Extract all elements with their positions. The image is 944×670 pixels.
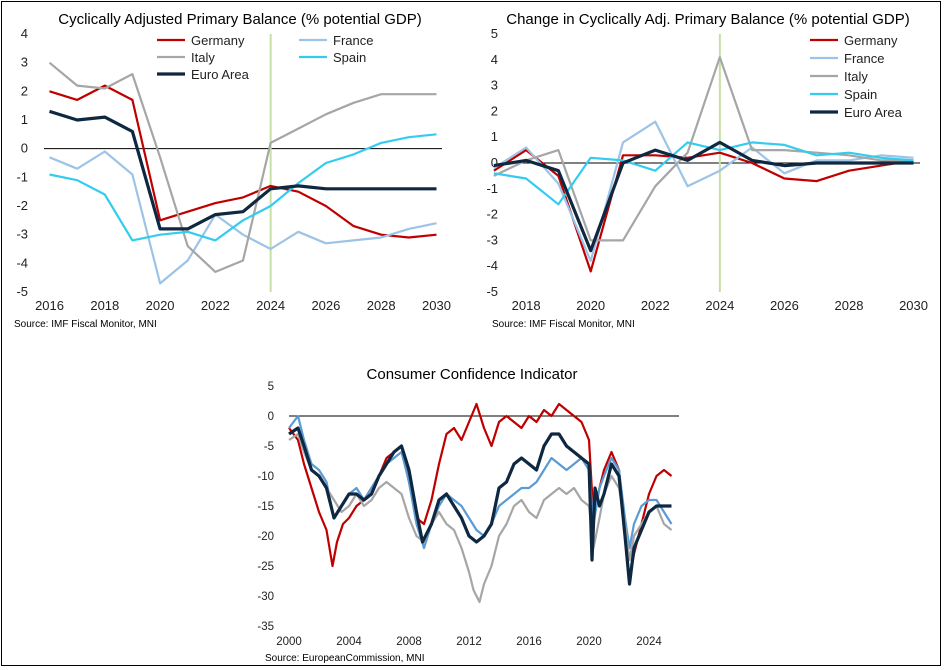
chart3-series-euro-area	[288, 426, 672, 586]
chart2-legend-label-italy: Italy	[844, 69, 868, 84]
chart1-ytick-label: 4	[21, 26, 28, 41]
chart1-xtick-label: 2030	[422, 298, 451, 313]
chart-cyclically-adjusted-primary-balance: Cyclically Adjusted Primary Balance (% p…	[14, 11, 451, 330]
chart3-ytick-label: -5	[264, 441, 274, 453]
chart-change-cyclically-adjusted-balance: Change in Cyclically Adj. Primary Balanc…	[486, 11, 928, 330]
chart1-legend-label-euro-area: Euro Area	[191, 67, 250, 82]
chart2-ytick-label: 4	[491, 52, 498, 67]
chart1-series-spain	[49, 133, 437, 242]
chart1-xtick-label: 2024	[256, 298, 285, 313]
chart3-ytick-label: 0	[268, 411, 274, 423]
chart3-xtick-label: 2000	[276, 636, 302, 648]
chart2-xtick-label: 2026	[770, 298, 799, 313]
chart2-xtick-label: 2030	[899, 298, 928, 313]
chart1-ytick-label: -2	[16, 198, 28, 213]
chart2-xtick-label: 2018	[512, 298, 541, 313]
chart3-ytick-label: -25	[257, 561, 274, 573]
chart1-xtick-label: 2026	[311, 298, 340, 313]
chart3-xtick-label: 2020	[576, 636, 602, 648]
chart3-xtick-label: 2008	[396, 636, 422, 648]
chart2-ytick-label: -5	[486, 284, 498, 299]
chart-consumer-confidence: Consumer Confidence Indicator Source: Eu…	[257, 366, 679, 664]
chart2-xtick-label: 2024	[705, 298, 734, 313]
chart2-series-spain	[493, 141, 914, 206]
chart1-ytick-label: 2	[21, 83, 28, 98]
chart3-source: Source: EuropeanCommission, MNI	[265, 653, 425, 664]
chart3-xtick-label: 2004	[336, 636, 362, 648]
chart3-ytick-label: -30	[257, 591, 274, 603]
chart2-source: Source: IMF Fiscal Monitor, MNI	[492, 319, 635, 330]
chart1-xtick-label: 2020	[146, 298, 175, 313]
chart3-ytick-label: -20	[257, 531, 274, 543]
chart1-legend-label-germany: Germany	[191, 33, 245, 48]
chart1-xtick-label: 2028	[367, 298, 396, 313]
chart3-ytick-label: -10	[257, 471, 274, 483]
chart1-xtick-label: 2016	[35, 298, 64, 313]
chart3-ytick-label: 5	[268, 381, 274, 393]
chart2-series-france	[493, 120, 914, 263]
chart3-xtick-label: 2012	[456, 636, 482, 648]
chart2-ytick-label: -2	[486, 207, 498, 222]
chart1-title: Cyclically Adjusted Primary Balance (% p…	[58, 11, 421, 28]
chart1-ytick-label: -4	[16, 255, 28, 270]
chart1-series-euro-area	[49, 109, 437, 231]
chart2-ytick-label: -4	[486, 258, 498, 273]
chart2-series-germany	[493, 149, 914, 273]
chart3-title: Consumer Confidence Indicator	[367, 366, 578, 383]
chart3-ytick-label: -15	[257, 501, 274, 513]
chart2-ytick-label: -1	[486, 181, 498, 196]
chart2-xtick-label: 2022	[641, 298, 670, 313]
chart2-series-italy	[493, 56, 914, 242]
chart1-ytick-label: 1	[21, 112, 28, 127]
chart1-series-italy	[48, 61, 437, 273]
chart1-ytick-label: -1	[16, 169, 28, 184]
chart2-legend-label-germany: Germany	[844, 33, 898, 48]
chart3-series-germany	[288, 402, 673, 580]
chart1-xtick-label: 2018	[90, 298, 119, 313]
chart2-ytick-label: 1	[491, 129, 498, 144]
chart1-ytick-label: -5	[16, 284, 28, 299]
chart2-ytick-label: 0	[491, 155, 498, 170]
chart1-legend-label-italy: Italy	[191, 50, 215, 65]
chart2-legend-label-france: France	[844, 51, 884, 66]
chart1-xtick-label: 2022	[201, 298, 230, 313]
chart2-ytick-label: -3	[486, 232, 498, 247]
chart3-xtick-label: 2016	[516, 636, 542, 648]
chart2-xtick-label: 2028	[835, 298, 864, 313]
chart2-xtick-label: 2020	[576, 298, 605, 313]
chart1-series-germany	[49, 84, 437, 239]
chart3-xtick-label: 2024	[636, 636, 662, 648]
chart1-legend-label-spain: Spain	[333, 50, 366, 65]
chart3-ytick-label: -35	[257, 621, 274, 633]
chart2-ytick-label: 5	[491, 26, 498, 41]
chart1-source: Source: IMF Fiscal Monitor, MNI	[14, 319, 157, 330]
chart2-ytick-label: 3	[491, 78, 498, 93]
chart2-title: Change in Cyclically Adj. Primary Balanc…	[506, 11, 910, 28]
chart1-legend-label-france: France	[333, 33, 373, 48]
chart2-ytick-label: 2	[491, 103, 498, 118]
chart2-series-euro-area	[493, 140, 914, 253]
chart2-legend-label-spain: Spain	[844, 87, 877, 102]
chart2-legend-label-euro-area: Euro Area	[844, 105, 903, 120]
chart1-ytick-label: 0	[21, 141, 28, 156]
chart1-series-france	[49, 150, 437, 285]
chart1-ytick-label: -3	[16, 227, 28, 242]
chart1-ytick-label: 3	[21, 55, 28, 70]
